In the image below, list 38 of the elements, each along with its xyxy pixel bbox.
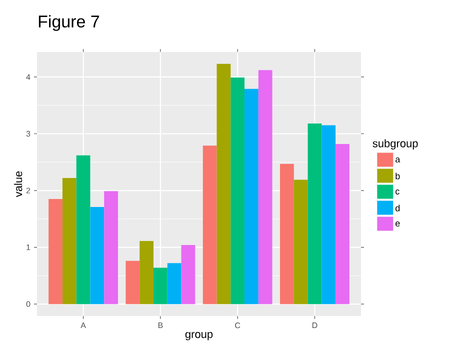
- bar: [167, 263, 182, 304]
- x-tick-label: D: [312, 322, 318, 328]
- bar: [202, 146, 217, 304]
- bar: [90, 206, 104, 304]
- bar: [126, 260, 140, 304]
- x-tick-label: C: [235, 322, 240, 328]
- legend-label: a: [396, 158, 400, 162]
- legend-label: e: [396, 222, 400, 226]
- x-axis-title: group: [185, 332, 213, 340]
- bar: [181, 245, 196, 304]
- bar: [140, 241, 154, 304]
- x-tick-label: B: [158, 322, 163, 328]
- bar: [48, 199, 62, 304]
- y-tick-label: 1: [26, 244, 30, 250]
- bar: [76, 155, 90, 304]
- bar: [308, 124, 322, 304]
- y-axis-title: value: [14, 171, 22, 198]
- bar: [62, 178, 76, 304]
- x-tick-label: A: [80, 322, 86, 328]
- y-tick-label: 3: [26, 130, 30, 137]
- bar: [294, 180, 308, 304]
- y-tick-label: 4: [26, 74, 30, 80]
- bar: [244, 88, 258, 304]
- y-tick-label: 2: [26, 188, 30, 194]
- bar: [230, 78, 245, 304]
- bar: [280, 164, 294, 304]
- legend-label: d: [396, 204, 400, 212]
- bar: [336, 144, 350, 304]
- bar: [153, 268, 168, 304]
- bar: [104, 191, 118, 304]
- bar: [258, 70, 272, 304]
- legend-label: b: [396, 172, 400, 180]
- bar: [322, 125, 336, 304]
- bar: [216, 64, 231, 304]
- legend-label: c: [396, 190, 400, 194]
- legend-title: subgroup: [372, 139, 418, 150]
- y-tick-label: 0: [26, 301, 30, 307]
- chart-title: Figure 7: [38, 15, 100, 31]
